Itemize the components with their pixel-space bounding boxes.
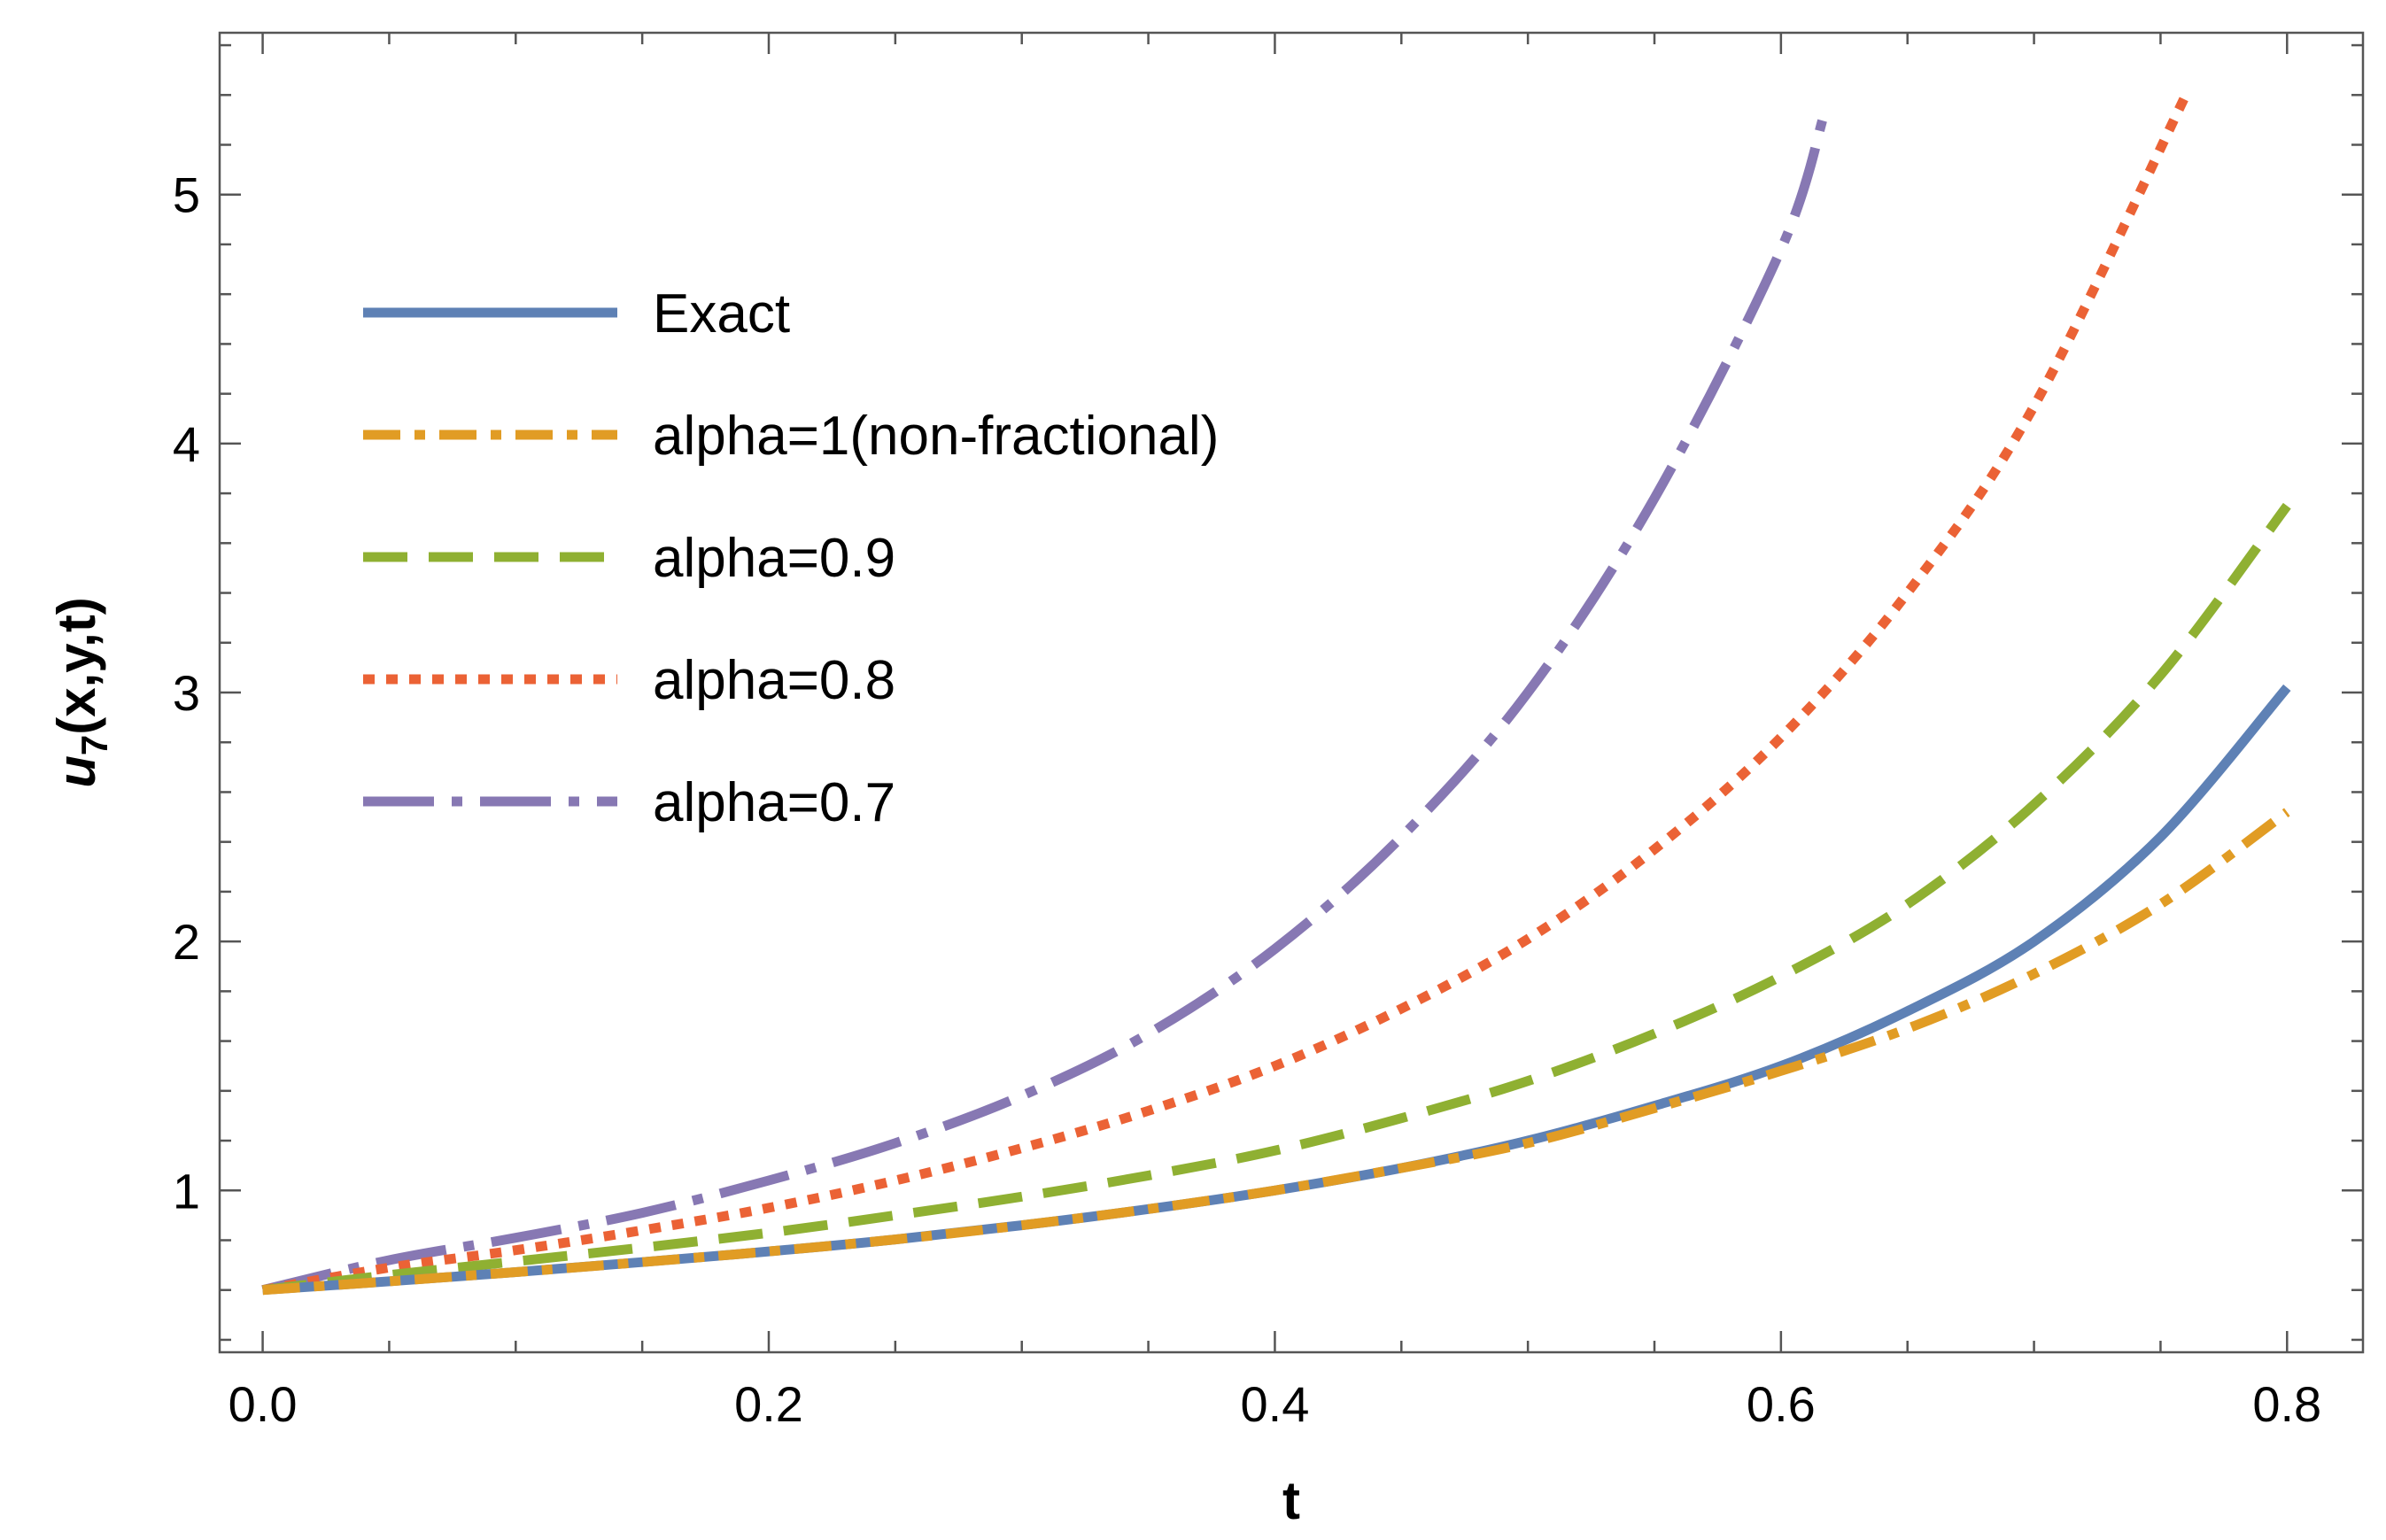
series-line-exact (262, 684, 2291, 1296)
y-axis-title-subscript: 7 (74, 735, 115, 755)
plot-frame (218, 31, 2365, 1354)
series-line-alpha-0-8 (261, 92, 2190, 1296)
series-layer (261, 92, 2291, 1296)
y-tick-labels: 1 2 3 4 5 (173, 167, 200, 1219)
y-tick-label: 1 (173, 1163, 200, 1219)
y-tick-label: 3 (173, 665, 200, 721)
y-axis-title-rest: (x,y,t) (47, 597, 106, 735)
legend-label: alpha=0.9 (653, 528, 895, 589)
series-line-alpha-0-7 (261, 113, 1829, 1296)
y-axis-title-main: u (47, 755, 106, 788)
x-tick-label: 0.4 (1240, 1376, 1309, 1432)
legend-label: Exact (653, 283, 790, 344)
x-tick-label: 0.2 (734, 1376, 803, 1432)
series-line-alpha-1-non-fractional (262, 808, 2290, 1296)
x-tick-label: 0.0 (229, 1376, 298, 1432)
legend-label: alpha=0.7 (653, 772, 895, 833)
legend-label: alpha=1(non-fractional) (653, 406, 1219, 467)
x-tick-labels: 0.0 0.2 0.4 0.6 0.8 (229, 1376, 2322, 1432)
y-tick-label: 2 (173, 914, 200, 970)
series-line-alpha-0-9 (261, 502, 2291, 1296)
legend: Exact alpha=1(non-fractional) alpha=0.9 alp… (363, 283, 1219, 833)
y-tick-label: 5 (173, 167, 200, 223)
x-tick-label: 0.6 (1747, 1376, 1816, 1432)
axis-ticks (220, 33, 2363, 1352)
y-tick-label: 4 (173, 416, 200, 472)
x-axis-title: t (1282, 1471, 1300, 1530)
y-axis-title: u7(x,y,t) (47, 597, 115, 788)
legend-label: alpha=0.8 (653, 650, 895, 711)
x-tick-label: 0.8 (2252, 1376, 2321, 1432)
